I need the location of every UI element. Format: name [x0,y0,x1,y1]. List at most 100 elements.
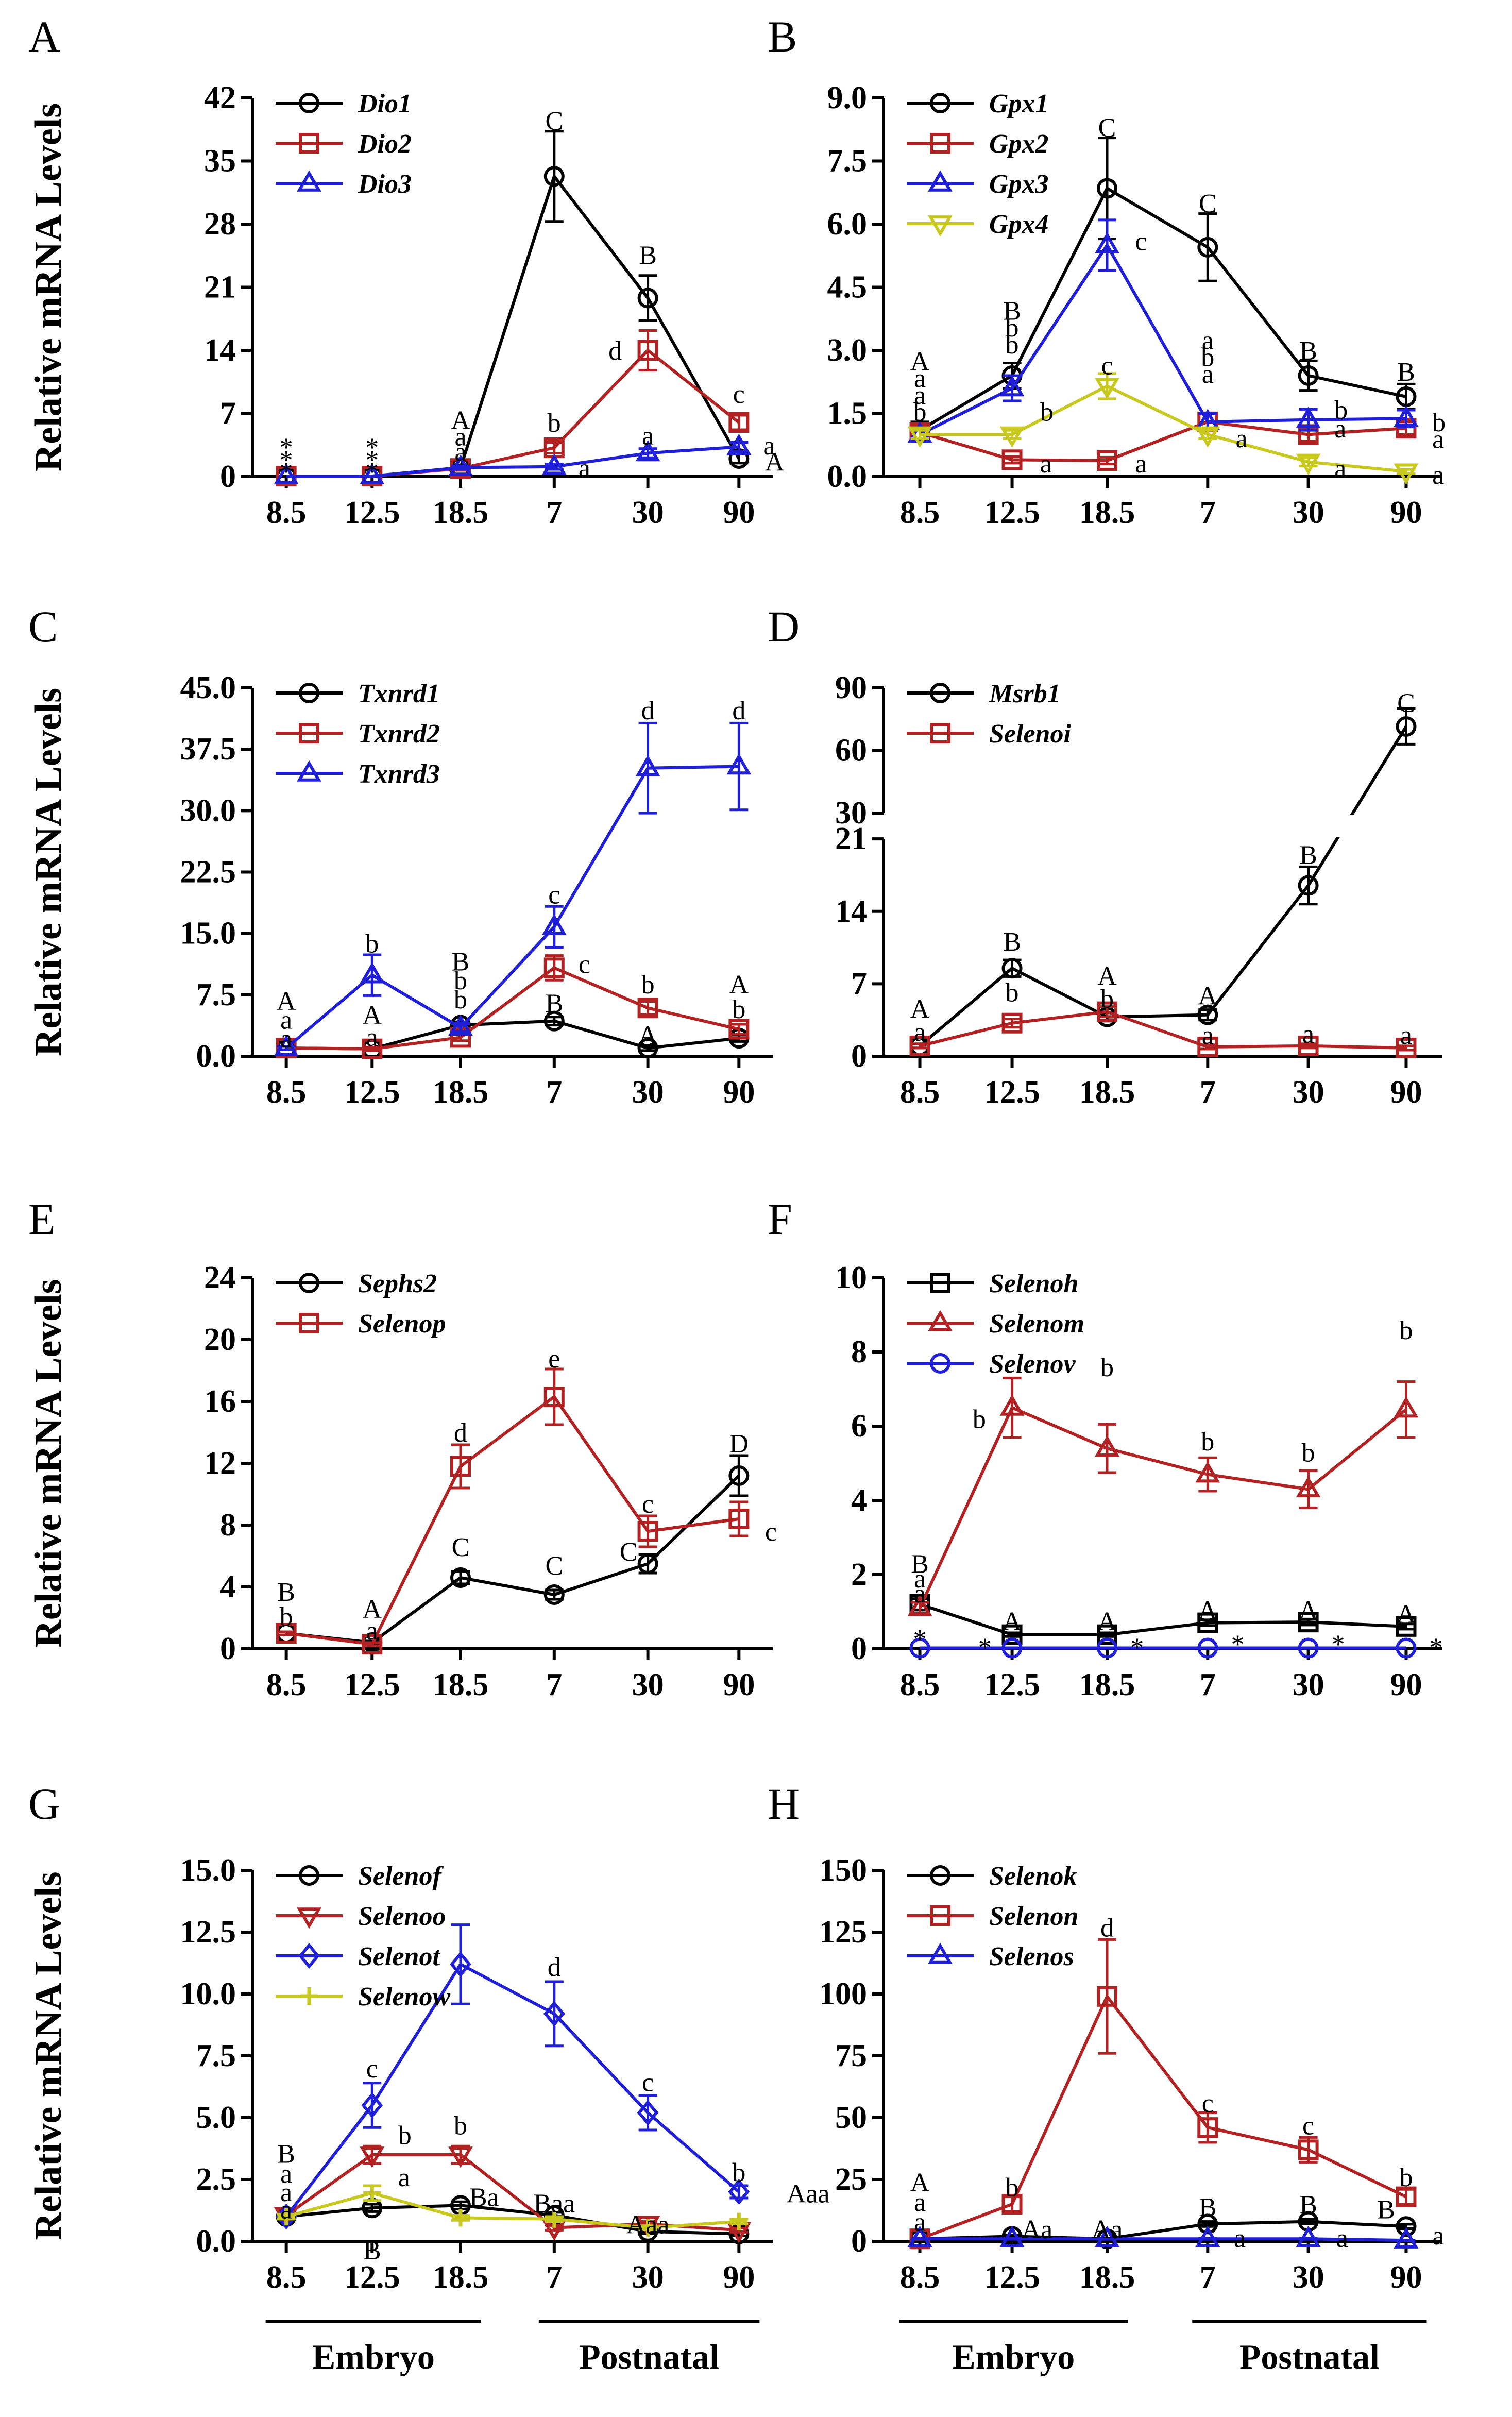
x-tick-label: 90 [723,2260,755,2295]
data-point [448,454,473,476]
significance-label: b [732,2158,745,2188]
significance-label: D [729,1429,749,1459]
significance-label: * [1332,1630,1345,1660]
data-point [637,1521,658,1542]
data-point [543,166,565,187]
data-point [999,1394,1025,1416]
series-line [919,725,1408,1047]
panel-e: E Relative mRNA Levels 0 4 8 12 16 20 24 8.5 12.5 1… [27,1194,777,1702]
error-bar [638,1000,657,1016]
series-line [919,420,1406,462]
significance-label: B [277,2140,295,2169]
legend-label: Txnrd3 [358,759,440,789]
data-point [541,914,567,935]
data-point [1197,1036,1218,1057]
data-point [1095,232,1119,253]
legend-marker [297,170,321,192]
legend-item: Selenos [907,1942,1074,1971]
significance-label: d [732,696,745,725]
legend-item: Selenoo [276,1902,446,1931]
legend-label: Gpx1 [989,89,1049,119]
data-point [999,426,1025,448]
y-axis-label: Relative mRNA Levels [27,103,70,471]
legend-item: Txnrd3 [276,759,440,789]
y-tick-label: 2 [851,1557,867,1592]
significance-label: * [280,446,293,475]
significance-label: C [452,1533,470,1562]
x-tick-label: 8.5 [900,495,940,530]
legend-item: Selenoh [907,1269,1078,1298]
data-point [274,1035,299,1056]
y-tick-label: 37.5 [180,732,236,767]
series-line [920,384,1406,474]
legend-item: Gpx4 [907,210,1049,239]
significance-label: B [1397,358,1415,387]
significance-label: d [608,336,622,366]
y-tick-label: 75 [835,2038,867,2073]
legend-label: Selenop [358,1309,446,1339]
data-point [1298,1612,1319,1633]
y-tick-label: 8 [220,1508,236,1543]
data-point [728,1019,750,1040]
data-point [1097,1624,1117,1645]
significance-label: b [1201,343,1214,372]
x-tick-label: 12.5 [984,1667,1040,1702]
y-tick-label: 150 [819,1853,867,1888]
x-tick-label: 90 [1390,1667,1422,1702]
y-tick-label: 0 [851,1039,867,1074]
error-bar [451,1443,470,1490]
legend-marker [297,760,321,782]
panel-letter: G [28,1779,60,1829]
legend-marker [930,1353,950,1374]
significance-label: b [1006,978,1019,1007]
data-point [541,453,567,475]
x-tick-label: 12.5 [984,495,1040,530]
data-point [637,288,658,309]
data-point [1197,2117,1218,2138]
data-point [1298,365,1319,386]
significance-label: b [1100,985,1114,1014]
y-tick-label: 7.5 [196,977,236,1012]
series-txnrd2 [276,954,750,1059]
error-bar [1299,456,1318,468]
x-tick-label: 90 [1390,1075,1422,1110]
panel-c: C Relative mRNA Levels 0.0 7.5 15.0 22.5 30.0 3… [27,602,773,1110]
legend-item: Gpx1 [907,89,1049,119]
error-bar [729,721,749,812]
error-bar [1098,218,1116,272]
legend-item: Selenon [907,1902,1078,1931]
y-tick-label: 4 [220,1569,236,1604]
error-bar [1098,1423,1116,1474]
axis-break-gap [878,815,893,837]
legend-item: Selenoi [907,719,1071,749]
x-tick-label: 12.5 [344,2260,400,2295]
x-tick-label: 8.5 [900,2260,940,2295]
x-tick-label: 18.5 [1079,1667,1135,1702]
x-tick-label: 90 [1390,2260,1422,2295]
data-point [1298,2139,1319,2160]
data-point [1095,378,1119,399]
data-point [1197,1612,1218,1633]
significance-label: B [277,1578,295,1607]
data-point [728,1465,750,1486]
significance-label: c [765,1517,777,1547]
significance-label: A [910,995,930,1024]
y-tick-label: 0.0 [196,1039,236,1074]
data-point [362,1038,383,1059]
significance-label: a [398,2163,410,2192]
legend-label: Selenov [989,1349,1076,1379]
data-point [362,1634,383,1654]
significance-label: a [454,437,466,467]
series-line [286,348,740,478]
y-tick-label: 12.5 [180,1915,236,1950]
y-tick-label: 8 [851,1334,867,1370]
data-point [1097,1986,1117,2007]
data-point [1296,453,1321,475]
series-gpx4 [907,372,1419,485]
significance-label: a [914,1018,926,1047]
x-tick-label: 30 [632,1667,664,1702]
significance-label: a [1135,449,1147,479]
legend-marker [299,723,319,743]
significance-label: a [914,2208,926,2237]
significance-label: d [548,1953,561,1982]
